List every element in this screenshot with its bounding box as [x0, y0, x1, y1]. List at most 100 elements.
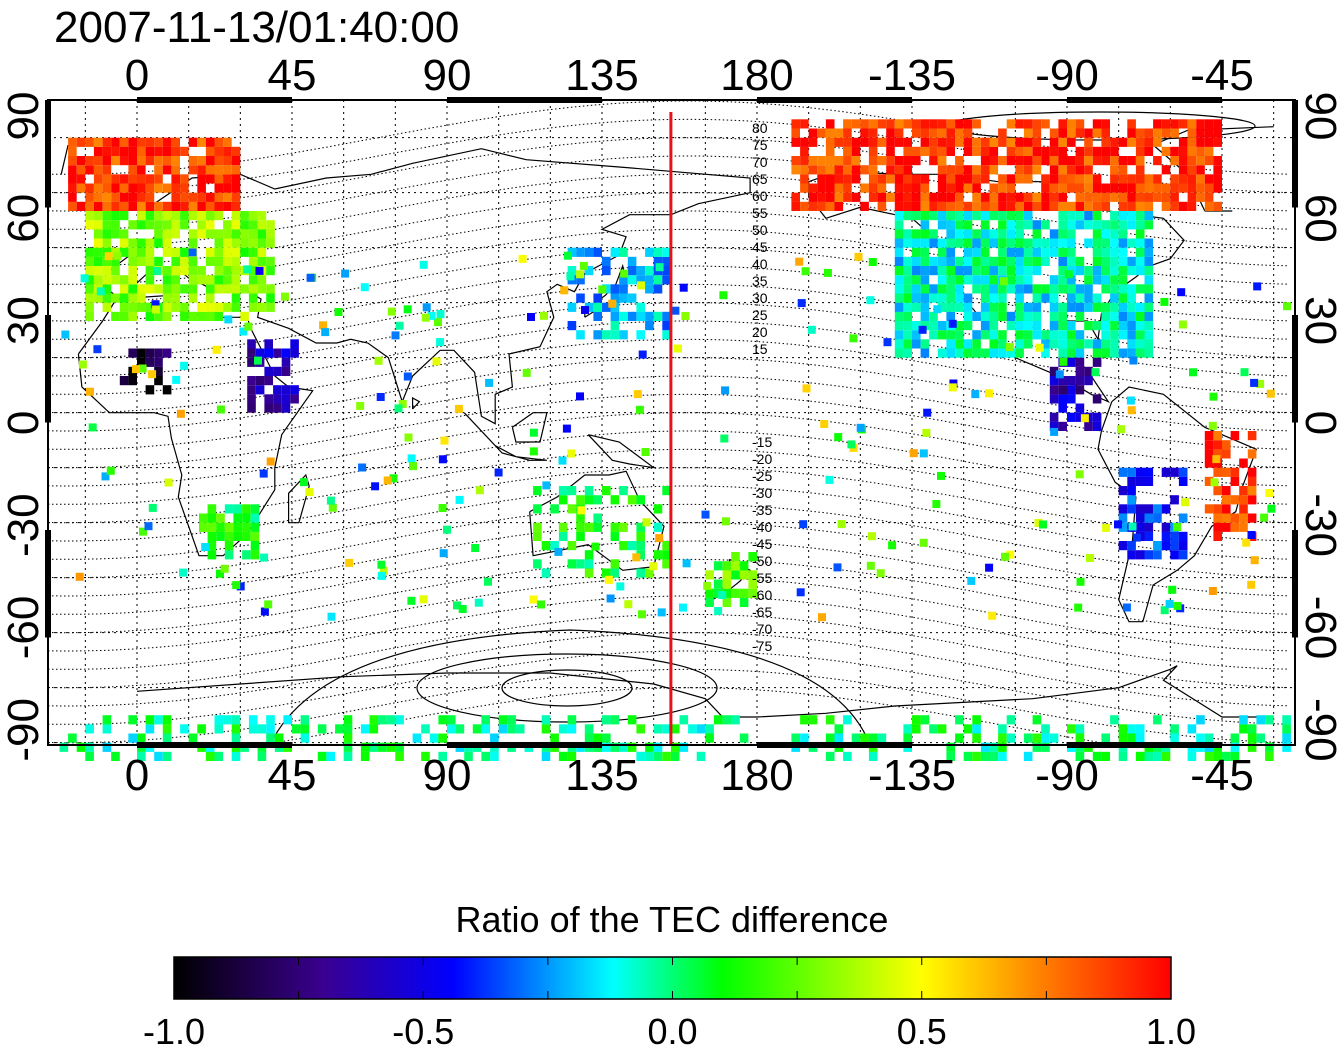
tec-cell — [593, 513, 602, 523]
tec-cell — [1153, 550, 1162, 560]
tec-cell — [791, 128, 800, 138]
tec-cell — [137, 146, 146, 156]
tec-cell — [1187, 201, 1197, 211]
tec-cell — [378, 742, 387, 752]
tec-cell — [912, 156, 921, 166]
tec-cell — [1118, 733, 1128, 743]
tec-cell — [113, 251, 122, 260]
tec-cell — [1092, 183, 1102, 193]
tec-cell — [610, 531, 620, 541]
tec-cell — [1118, 513, 1128, 523]
tec-cell — [266, 266, 275, 276]
tec-cell — [85, 201, 94, 211]
tec-cell — [1127, 321, 1136, 331]
tec-cell — [300, 724, 310, 734]
tec-cell — [920, 715, 930, 725]
tec-cell — [1247, 580, 1256, 589]
tec-cell — [894, 192, 904, 202]
tec-cell — [93, 137, 103, 147]
tec-cell — [731, 561, 740, 571]
tec-cell — [1049, 293, 1059, 303]
tec-cell — [834, 183, 844, 193]
contour-line — [47, 412, 1289, 487]
tec-cell — [154, 284, 163, 294]
tec-cell — [273, 394, 282, 404]
tec-cell — [1118, 247, 1128, 257]
tec-cell — [1091, 368, 1100, 377]
tec-cell — [232, 581, 241, 590]
tec-cell — [636, 724, 645, 734]
tec-cell — [989, 238, 999, 248]
tec-cell — [1058, 403, 1067, 413]
tec-cell — [205, 284, 215, 294]
tec-cell — [1041, 330, 1050, 340]
tec-cell — [800, 174, 809, 184]
tec-cell — [946, 146, 955, 156]
tec-cell — [145, 385, 155, 395]
tec-cell — [1049, 238, 1059, 248]
tec-cell — [825, 146, 835, 156]
tec-cell — [946, 119, 955, 129]
tec-cell — [1049, 183, 1059, 193]
tec-cell — [1209, 392, 1218, 401]
tec-cell — [920, 174, 930, 184]
tec-cell — [374, 356, 383, 365]
tec-cell — [1160, 606, 1169, 615]
tec-cell — [800, 183, 809, 193]
tec-cell — [593, 302, 602, 312]
tec-cell — [989, 751, 999, 761]
tec-cell — [1058, 238, 1067, 248]
tec-cell — [216, 531, 225, 541]
tec-cell — [980, 137, 990, 147]
tec-cell — [619, 293, 628, 303]
tec-cell — [1075, 128, 1085, 138]
tec-cell — [912, 724, 921, 734]
tec-cell — [1213, 165, 1222, 175]
tec-cell — [214, 715, 224, 725]
tec-cell — [76, 742, 86, 752]
tec-cell — [1084, 238, 1093, 248]
tec-cell — [540, 311, 548, 320]
colorbar-tick-label: 0.5 — [897, 1011, 947, 1048]
tec-cell — [963, 256, 973, 266]
tec-cell — [963, 311, 973, 321]
tec-cell — [80, 274, 89, 283]
tec-cell — [825, 174, 835, 184]
tec-cell — [85, 742, 94, 752]
tec-cell — [1075, 366, 1085, 376]
tec-cell — [180, 220, 189, 230]
tec-cell — [843, 137, 852, 147]
tec-cell — [980, 293, 990, 303]
tec-cell — [1101, 751, 1110, 761]
tec-cell — [102, 146, 112, 156]
tec-cell — [231, 211, 241, 221]
tec-cell — [205, 201, 215, 211]
tec-cell — [102, 165, 112, 175]
tec-cell — [1239, 724, 1248, 734]
tec-cell — [68, 165, 77, 175]
tec-cell — [610, 247, 620, 257]
tec-cell — [205, 275, 215, 285]
tec-cell — [1049, 376, 1059, 386]
tec-cell — [817, 174, 826, 184]
tec-cell — [137, 733, 146, 743]
tec-cell — [85, 266, 94, 276]
tec-cell — [248, 266, 258, 276]
tec-cell — [93, 192, 103, 202]
tec-cell — [197, 211, 206, 221]
tec-cell — [637, 281, 645, 290]
tec-cell — [1092, 293, 1102, 303]
tec-cell — [171, 247, 180, 257]
tec-cell — [739, 561, 749, 571]
tec-cell — [197, 220, 206, 230]
tec-cell — [197, 165, 206, 175]
tec-cell — [180, 361, 189, 370]
tec-cell — [1170, 183, 1179, 193]
tec-cell — [162, 284, 172, 294]
tec-cell — [180, 302, 189, 312]
tec-cell — [825, 156, 835, 166]
tec-cell — [903, 302, 912, 312]
tec-cell — [154, 348, 163, 358]
tec-cell — [1075, 385, 1085, 395]
tec-cell — [422, 303, 431, 312]
